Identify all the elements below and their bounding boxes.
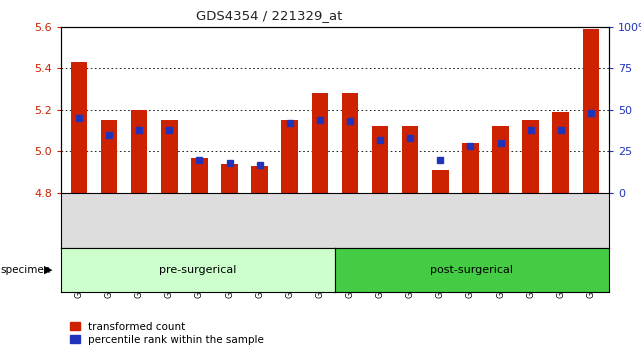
Bar xyxy=(583,29,599,193)
Text: ▶: ▶ xyxy=(44,265,52,275)
Bar xyxy=(522,120,539,193)
Bar xyxy=(462,143,479,193)
Bar xyxy=(281,120,298,193)
Text: GDS4354 / 221329_at: GDS4354 / 221329_at xyxy=(196,9,342,22)
Bar xyxy=(221,164,238,193)
Legend: transformed count, percentile rank within the sample: transformed count, percentile rank withi… xyxy=(66,317,268,349)
Text: pre-surgerical: pre-surgerical xyxy=(159,265,237,275)
Bar xyxy=(131,110,147,193)
Text: specimen: specimen xyxy=(1,265,51,275)
Bar xyxy=(342,93,358,193)
Bar xyxy=(372,126,388,193)
Bar xyxy=(432,170,449,193)
Bar xyxy=(161,120,178,193)
Bar xyxy=(312,93,328,193)
Bar xyxy=(553,112,569,193)
Bar xyxy=(101,120,117,193)
Bar xyxy=(492,126,509,193)
Bar xyxy=(402,126,419,193)
Bar xyxy=(251,166,268,193)
Bar xyxy=(191,158,208,193)
Text: post-surgerical: post-surgerical xyxy=(431,265,513,275)
Bar xyxy=(71,62,87,193)
